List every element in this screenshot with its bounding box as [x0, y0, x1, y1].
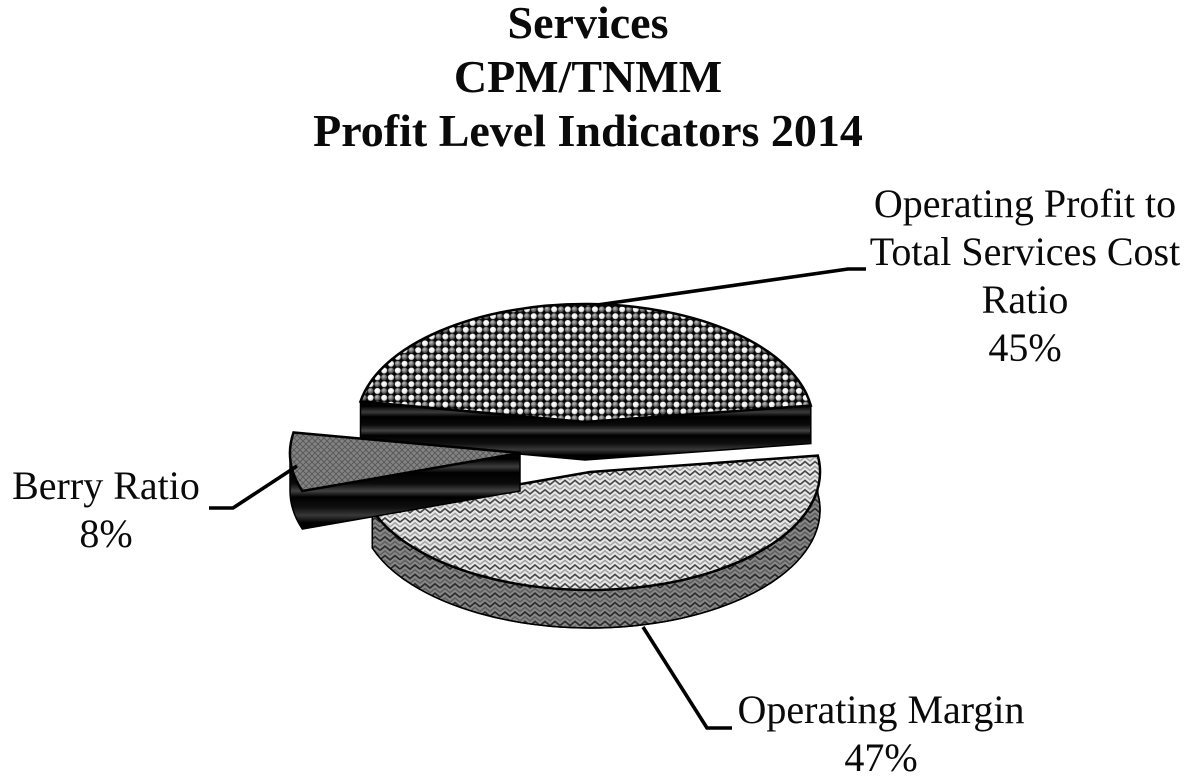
chart-title-line-1: Services — [507, 0, 669, 48]
callout-operating-margin: Operating Margin 47% — [728, 686, 1034, 781]
chart-title-line-3: Profit Level Indicators 2014 — [313, 105, 863, 156]
pie-slice-berry-ratio-top — [288, 431, 521, 493]
callout-operating-profit-text-3: Ratio — [981, 277, 1069, 322]
callout-berry-ratio-text: Berry Ratio — [12, 463, 200, 508]
callout-operating-profit-value: 45% — [988, 325, 1062, 370]
leader-line-berry-ratio — [209, 464, 298, 510]
callout-operating-profit-text-2: Total Services Cost — [869, 229, 1181, 274]
callout-berry-ratio: Berry Ratio 8% — [0, 462, 212, 558]
pie-slice-operating-margin — [370, 454, 822, 629]
pie-slice-operating-margin-top — [370, 454, 822, 592]
pie-slice-operating-profit — [358, 302, 813, 461]
chart-title-line-2: CPM/TNMM — [453, 51, 723, 102]
callout-operating-margin-value: 47% — [844, 735, 918, 780]
callout-berry-ratio-value: 8% — [79, 511, 133, 556]
callout-operating-profit: Operating Profit to Total Services Cost … — [845, 180, 1194, 372]
pie-slice-operating-profit-top — [358, 302, 813, 424]
leader-line-operating-profit — [596, 267, 866, 307]
pie-slice-berry-ratio — [288, 431, 521, 530]
callout-operating-margin-text: Operating Margin — [737, 687, 1025, 732]
chart-title: Services CPM/TNMM Profit Level Indicator… — [188, 0, 988, 158]
leader-line-operating-margin — [641, 626, 732, 730]
callout-operating-profit-text-1: Operating Profit to — [873, 181, 1177, 226]
